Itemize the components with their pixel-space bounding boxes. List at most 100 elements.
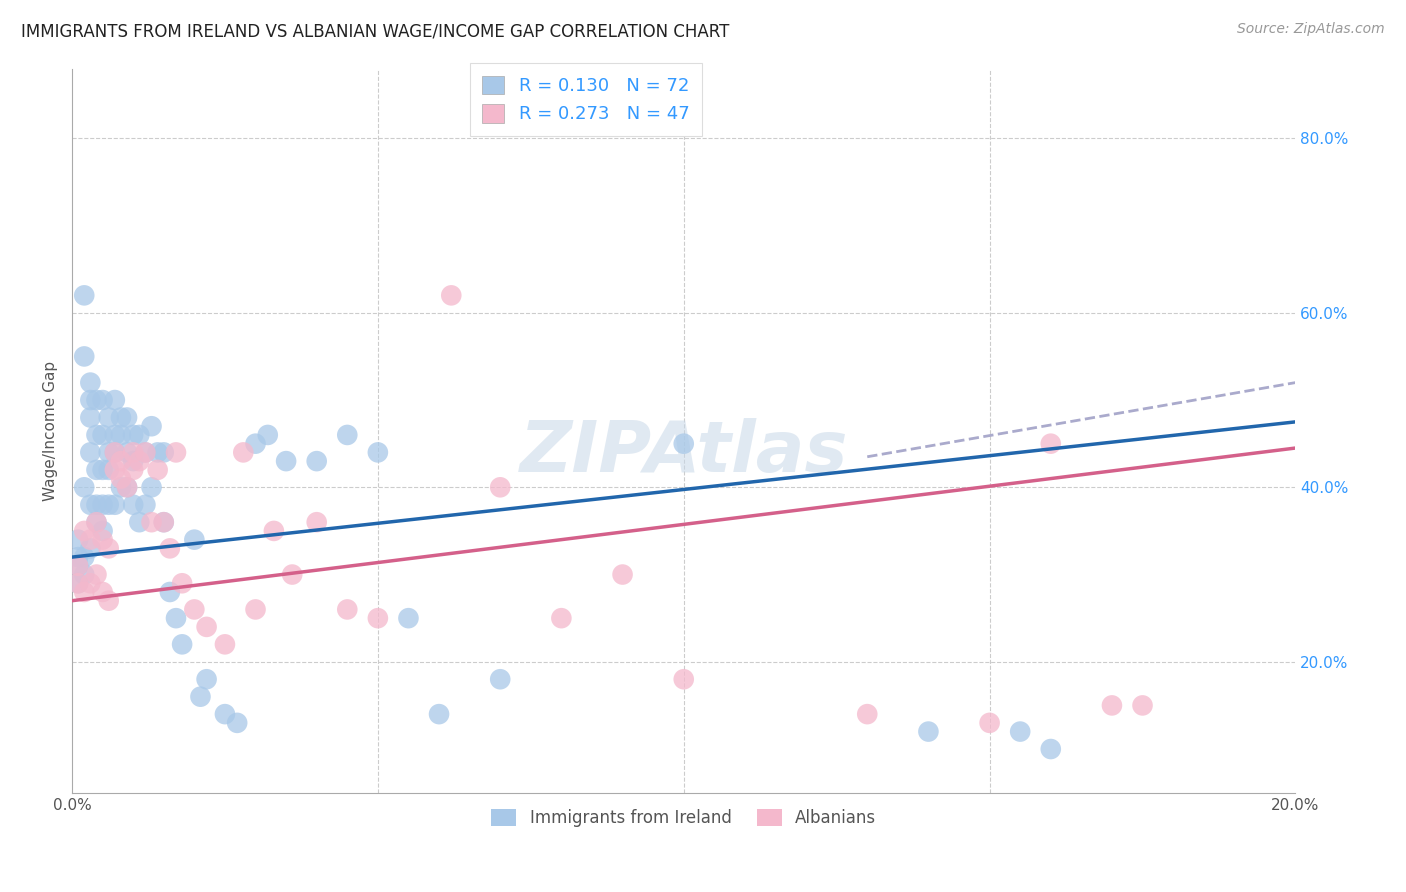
Point	[489, 480, 512, 494]
Point	[91, 524, 114, 538]
Point	[104, 445, 127, 459]
Point	[1039, 436, 1062, 450]
Point	[159, 585, 181, 599]
Point	[86, 515, 108, 529]
Point	[245, 602, 267, 616]
Point	[86, 392, 108, 407]
Point	[183, 602, 205, 616]
Y-axis label: Wage/Income Gap: Wage/Income Gap	[44, 360, 58, 500]
Point	[91, 533, 114, 547]
Point	[91, 428, 114, 442]
Point	[122, 454, 145, 468]
Point	[104, 498, 127, 512]
Point	[122, 428, 145, 442]
Point	[367, 445, 389, 459]
Point	[398, 611, 420, 625]
Point	[152, 515, 174, 529]
Point	[128, 428, 150, 442]
Point	[79, 410, 101, 425]
Point	[79, 445, 101, 459]
Point	[79, 498, 101, 512]
Point	[128, 454, 150, 468]
Point	[672, 672, 695, 686]
Point	[73, 350, 96, 364]
Point	[110, 428, 132, 442]
Point	[214, 707, 236, 722]
Point	[97, 445, 120, 459]
Point	[104, 428, 127, 442]
Point	[195, 620, 218, 634]
Point	[122, 498, 145, 512]
Point	[104, 463, 127, 477]
Point	[110, 410, 132, 425]
Point	[141, 480, 163, 494]
Point	[110, 480, 132, 494]
Point	[263, 524, 285, 538]
Point	[86, 498, 108, 512]
Point	[115, 445, 138, 459]
Point	[134, 445, 156, 459]
Point	[73, 567, 96, 582]
Point	[115, 410, 138, 425]
Point	[226, 715, 249, 730]
Point	[73, 288, 96, 302]
Point	[91, 463, 114, 477]
Point	[917, 724, 939, 739]
Point	[612, 567, 634, 582]
Point	[190, 690, 212, 704]
Point	[67, 550, 90, 565]
Point	[122, 445, 145, 459]
Point	[128, 515, 150, 529]
Point	[79, 376, 101, 390]
Text: Source: ZipAtlas.com: Source: ZipAtlas.com	[1237, 22, 1385, 37]
Point	[67, 558, 90, 573]
Point	[91, 585, 114, 599]
Point	[91, 498, 114, 512]
Point	[79, 392, 101, 407]
Point	[1039, 742, 1062, 756]
Point	[73, 550, 96, 565]
Point	[152, 445, 174, 459]
Point	[195, 672, 218, 686]
Point	[104, 445, 127, 459]
Point	[1132, 698, 1154, 713]
Point	[67, 576, 90, 591]
Point	[245, 436, 267, 450]
Point	[115, 480, 138, 494]
Point	[336, 428, 359, 442]
Point	[1010, 724, 1032, 739]
Point	[141, 419, 163, 434]
Point	[97, 541, 120, 556]
Point	[1101, 698, 1123, 713]
Point	[79, 541, 101, 556]
Point	[146, 463, 169, 477]
Point	[122, 463, 145, 477]
Point	[86, 515, 108, 529]
Point	[73, 585, 96, 599]
Point	[97, 410, 120, 425]
Point	[73, 524, 96, 538]
Point	[67, 558, 90, 573]
Point	[152, 515, 174, 529]
Point	[305, 515, 328, 529]
Point	[214, 637, 236, 651]
Point	[256, 428, 278, 442]
Point	[165, 611, 187, 625]
Point	[97, 498, 120, 512]
Point	[489, 672, 512, 686]
Point	[86, 428, 108, 442]
Point	[550, 611, 572, 625]
Point	[183, 533, 205, 547]
Point	[281, 567, 304, 582]
Point	[274, 454, 297, 468]
Point	[165, 445, 187, 459]
Legend: Immigrants from Ireland, Albanians: Immigrants from Ireland, Albanians	[484, 800, 884, 835]
Point	[79, 576, 101, 591]
Point	[67, 533, 90, 547]
Point	[367, 611, 389, 625]
Text: IMMIGRANTS FROM IRELAND VS ALBANIAN WAGE/INCOME GAP CORRELATION CHART: IMMIGRANTS FROM IRELAND VS ALBANIAN WAGE…	[21, 22, 730, 40]
Point	[672, 436, 695, 450]
Point	[110, 472, 132, 486]
Point	[856, 707, 879, 722]
Point	[336, 602, 359, 616]
